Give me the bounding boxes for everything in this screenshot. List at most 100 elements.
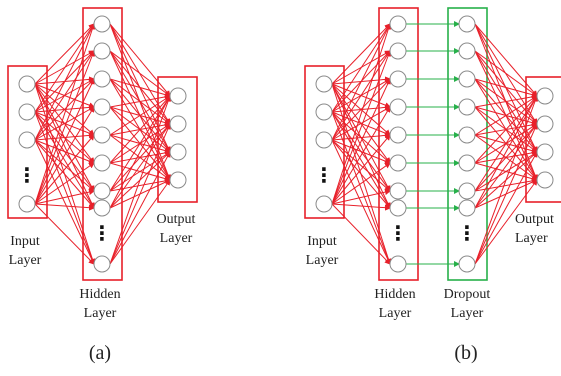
panel-b-output-node <box>536 87 554 105</box>
panel-b-dropout-node <box>458 154 476 172</box>
panel-b-input-hidden-edge <box>331 111 391 209</box>
panel-b-dropout-output-edge <box>474 95 538 136</box>
panel-a-input-node <box>18 75 36 93</box>
panel-a-input-hidden-edge <box>34 83 95 209</box>
panel-b-hidden-node <box>389 42 407 60</box>
panel-a-input-hidden-edge <box>34 139 95 192</box>
panel-a-input-hidden-edge <box>34 139 95 164</box>
panel-a-input-layer-label: Input Layer <box>8 234 42 268</box>
panel-a-input-hidden-edge <box>34 132 95 141</box>
panel-a-caption: (a) <box>88 342 112 364</box>
panel-a-hidden-node <box>93 98 111 116</box>
panel-a-input-hidden-edge <box>34 111 95 209</box>
panel-b-input-hidden-edge <box>331 106 391 141</box>
panel-a-hidden-output-edge <box>109 95 171 136</box>
panel-b-output-node <box>536 143 554 161</box>
panel-b-dropout-node <box>458 98 476 116</box>
panel-a-network: ⋮⋮ <box>7 7 198 281</box>
panel-b-hidden-node <box>389 154 407 172</box>
panel-b-dropout-output-edge <box>474 123 538 265</box>
panel-a-hidden-output-edge <box>109 123 171 265</box>
panel-a-hidden-node <box>93 70 111 88</box>
panel-b-input-hidden-edge <box>331 83 391 209</box>
panel-b-input-hidden-edge <box>331 162 391 205</box>
panel-b-input-hidden-edge <box>331 23 391 113</box>
panel-a-input-hidden-edge <box>34 203 95 265</box>
panel-b-input-hidden-edge <box>331 23 391 85</box>
panel-b-input-ellipsis: ⋮ <box>314 163 334 187</box>
panel-a-input-hidden-edge <box>34 23 95 85</box>
panel-b-input-hidden-edge <box>331 139 391 192</box>
panel-b-hidden-layer-label: Hidden Layer <box>374 287 416 321</box>
panel-b-hidden-node <box>389 182 407 200</box>
panel-a-hidden-output-edge <box>109 151 171 192</box>
panel-a-hidden-output-edge <box>109 179 171 265</box>
panel-b-hidden-node <box>389 126 407 144</box>
panel-a-input-hidden-edge <box>34 50 96 205</box>
panel-b-input-hidden-edge <box>331 134 391 205</box>
panel-a-input-hidden-edge <box>34 78 95 141</box>
panel-a-input-hidden-edge <box>34 111 95 265</box>
panel-b-dropout-output-edge <box>474 23 538 97</box>
panel-a-hidden-output-edge <box>109 78 171 98</box>
panel-a-input-node <box>18 103 36 121</box>
panel-a-input-hidden-edge <box>34 203 95 211</box>
panel-a-hidden-output-edge <box>109 123 171 209</box>
panel-a-input-ellipsis: ⋮ <box>17 163 37 187</box>
panel-b-dropout-ellipsis: ⋮ <box>457 221 477 245</box>
panel-b-input-hidden-edge <box>331 50 392 205</box>
panel-a-hidden-output-edge <box>109 95 171 192</box>
panel-b-dropout-node <box>458 126 476 144</box>
panel-b-input-hidden-edge <box>331 203 391 265</box>
panel-a-hidden-output-edge <box>109 50 171 97</box>
panel-b-hidden-node <box>389 15 407 33</box>
panel-b-hidden-node <box>389 255 407 273</box>
panel-b-input-hidden-edge <box>331 23 391 141</box>
panel-a-input-hidden-edge <box>34 139 95 209</box>
panel-a-input-node <box>18 195 36 213</box>
panel-b-output-node <box>536 171 554 189</box>
panel-b-dropout-output-edge <box>474 95 539 265</box>
panel-a-hidden-node <box>93 15 111 33</box>
panel-b-input-hidden-edge <box>331 203 391 211</box>
panel-a-hidden-layer-label: Hidden Layer <box>79 287 121 321</box>
panel-b-input-hidden-edge <box>331 139 391 209</box>
panel-a-hidden-output-edge <box>109 95 171 209</box>
panel-a-input-hidden-edge <box>34 23 95 141</box>
panel-a-input-hidden-edge <box>34 23 96 205</box>
panel-a-hidden-ellipsis: ⋮ <box>92 221 112 245</box>
panel-b-input-node <box>315 195 333 213</box>
panel-b-dropout-output-edge <box>474 50 538 97</box>
panel-b-hidden-node <box>389 199 407 217</box>
panel-a-hidden-node <box>93 126 111 144</box>
panel-b-dropout-node <box>458 70 476 88</box>
panel-b-input-hidden-edge <box>331 106 391 205</box>
panel-b-input-layer-label: Input Layer <box>305 234 339 268</box>
panel-b-input-hidden-edge <box>331 23 392 205</box>
panel-b-dropout-node <box>458 255 476 273</box>
panel-a-input-hidden-edge <box>34 50 95 141</box>
panel-a-hidden-output-edge <box>109 93 171 108</box>
panel-b-input-hidden-edge <box>331 132 391 141</box>
panel-b-dropout-output-edge <box>474 123 538 192</box>
panel-b-hidden-ellipsis: ⋮ <box>388 221 408 245</box>
panel-b-input-hidden-edge <box>331 189 391 205</box>
panel-b-hidden-node <box>389 98 407 116</box>
panel-b-input-node <box>315 75 333 93</box>
panel-a-hidden-node <box>93 154 111 172</box>
panel-a-input-hidden-edge <box>34 139 95 265</box>
panel-a-hidden-node <box>93 42 111 60</box>
panel-a-hidden-output-edge <box>109 23 171 97</box>
panel-a-input-hidden-edge <box>34 106 95 205</box>
panel-a-input-hidden-edge <box>34 189 95 205</box>
panel-a-output-node <box>169 171 187 189</box>
panel-b-input-node <box>315 131 333 149</box>
panel-b-dropout-output-edge <box>474 78 538 98</box>
panel-b-caption: (b) <box>454 342 478 364</box>
panel-a-input-hidden-edge <box>34 162 95 205</box>
panel-a-hidden-node <box>93 182 111 200</box>
panel-b-input-hidden-edge <box>331 139 391 265</box>
panel-a-output-node <box>169 87 187 105</box>
panel-a-hidden-output-edge <box>109 95 171 164</box>
